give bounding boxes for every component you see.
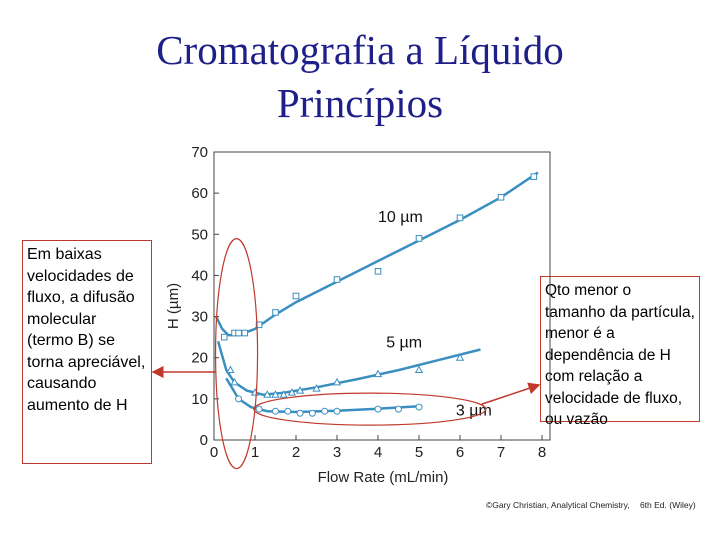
data-point-circle [296,409,304,417]
slide-title-line2: Princípios [276,80,444,126]
data-point-circle [395,405,402,413]
left-annotation-box: Em baixas velocidades de fluxo, a difusã… [22,240,152,464]
y-tick-label: 70 [191,144,208,161]
data-point-triangle [312,384,321,392]
series-label: 10 µm [378,209,423,226]
data-point-circle [415,403,423,411]
right-annotation-box: Qto menor o tamanho da partícula, menor … [540,276,700,428]
credit-edition: 6th Ed. (Wiley) [639,500,696,510]
data-point-circle [235,395,243,403]
series-curve-0 [214,171,539,337]
data-point-triangle [279,390,288,398]
data-point-square [333,276,341,283]
x-tick-label: 6 [456,444,464,461]
three-micron-highlight-ellipse [253,392,487,426]
data-point-triangle [287,388,297,396]
y-tick-label: 60 [191,185,208,202]
data-point-circle [308,409,316,417]
data-point-triangle [271,390,280,398]
data-point-triangle [414,365,424,374]
low-flow-highlight-ellipse [214,238,259,470]
plot-frame [213,151,551,441]
data-point-circle [321,407,329,415]
data-point-circle [255,405,263,413]
y-axis-label: H (µm) [165,283,182,329]
right-annotation-arrow [481,382,541,405]
data-point-circle [272,407,279,415]
data-point-square [415,235,423,242]
x-tick-label: 0 [210,444,218,461]
data-point-square [272,309,279,316]
slide-title-line1: Cromatografia a Líquido [156,27,564,73]
data-point-triangle [455,353,465,361]
data-point-circle [284,407,292,415]
series-label: 5 µm [386,334,422,351]
data-point-square [292,292,300,300]
x-tick-label: 7 [497,444,505,461]
x-tick-label: 1 [251,444,259,461]
data-point-triangle [332,377,342,386]
y-tick-label: 40 [191,267,208,284]
data-point-square [241,329,249,337]
x-tick-label: 5 [415,444,423,461]
y-tick-label: 20 [191,350,208,367]
credit-author-book: ©Gary Christian, Analytical Chemistry, [486,500,630,510]
data-point-square [220,333,228,341]
y-tick-label: 30 [191,309,208,326]
data-point-triangle [263,390,272,398]
x-axis-label: Flow Rate (mL/min) [318,469,449,486]
data-point-square [255,321,263,329]
y-tick-label: 50 [191,226,208,243]
series-label: 3 µm [456,402,492,419]
data-point-square [235,329,242,337]
figure-credit: ©Gary Christian, Analytical Chemistry, 6… [486,500,704,510]
y-tick-label: 10 [191,391,208,408]
x-tick-label: 8 [538,444,546,461]
x-tick-label: 3 [333,444,341,461]
data-point-square [456,214,464,222]
y-tick-label: 0 [200,432,208,449]
data-point-triangle [226,365,235,374]
data-point-circle [333,407,341,415]
data-point-circle [374,405,382,413]
data-point-square [374,268,382,275]
x-tick-label: 4 [374,444,382,461]
data-point-triangle [230,377,239,386]
data-point-square [497,193,505,201]
data-point-square [530,173,538,180]
data-point-triangle [373,369,383,378]
x-tick-label: 2 [292,444,300,461]
data-point-triangle [295,386,305,394]
